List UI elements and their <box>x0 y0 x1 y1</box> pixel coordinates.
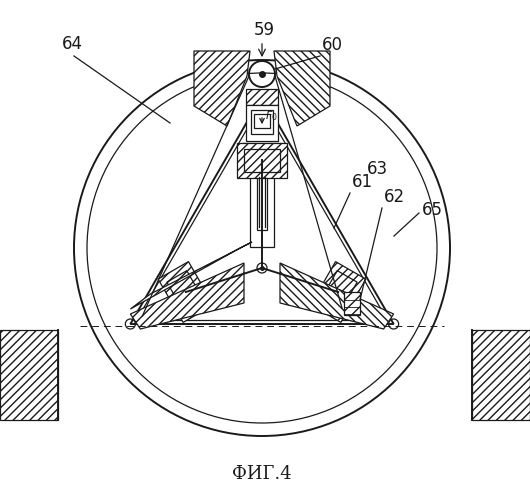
Polygon shape <box>237 142 287 178</box>
Polygon shape <box>0 330 58 420</box>
Text: ФИГ.4: ФИГ.4 <box>232 465 292 483</box>
Text: 59: 59 <box>253 21 275 39</box>
Bar <box>250 167 274 247</box>
Polygon shape <box>130 242 252 309</box>
Polygon shape <box>158 262 214 322</box>
Bar <box>246 147 278 163</box>
Text: $F_0$: $F_0$ <box>265 109 278 123</box>
Polygon shape <box>280 263 394 329</box>
Bar <box>246 89 278 105</box>
Bar <box>254 114 270 128</box>
Polygon shape <box>311 262 366 322</box>
Bar <box>242 143 282 167</box>
Text: 65: 65 <box>422 201 443 219</box>
Polygon shape <box>344 292 360 315</box>
Text: 60: 60 <box>322 36 343 54</box>
Polygon shape <box>274 51 330 126</box>
Polygon shape <box>130 263 244 329</box>
Text: 64: 64 <box>62 35 83 53</box>
Polygon shape <box>194 51 250 126</box>
Text: 63: 63 <box>367 160 388 178</box>
Bar <box>251 110 273 134</box>
Bar <box>257 175 267 230</box>
Bar <box>246 105 278 141</box>
Text: 62: 62 <box>384 188 405 206</box>
Polygon shape <box>472 330 530 420</box>
Text: 61: 61 <box>352 173 373 191</box>
